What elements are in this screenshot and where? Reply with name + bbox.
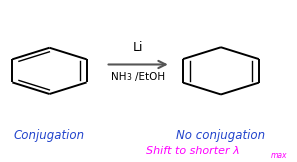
Text: /EtOH: /EtOH (135, 72, 165, 82)
Text: max: max (270, 151, 287, 160)
Text: 3: 3 (126, 73, 131, 82)
Text: Li: Li (133, 41, 143, 54)
Text: NH: NH (111, 72, 126, 82)
Text: No conjugation: No conjugation (176, 129, 266, 142)
Text: Conjugation: Conjugation (14, 129, 85, 142)
Text: Shift to shorter λ: Shift to shorter λ (146, 146, 239, 156)
